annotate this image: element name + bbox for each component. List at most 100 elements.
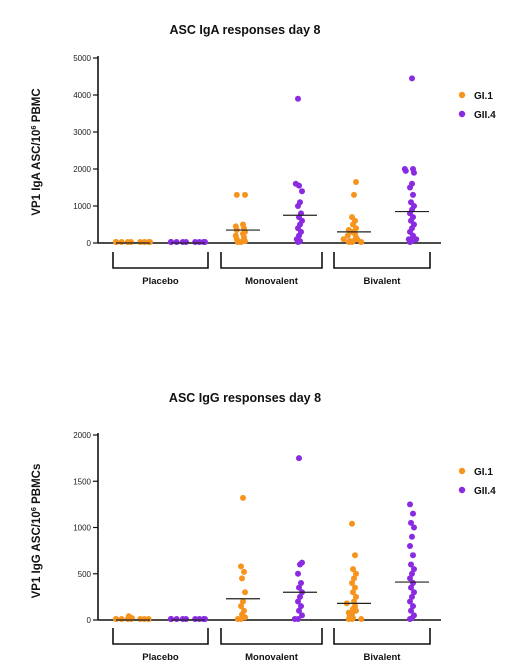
chart-title-igg: ASC IgG responses day 8 [169, 391, 321, 405]
data-point [353, 178, 359, 185]
data-point [353, 570, 359, 577]
data-point [147, 239, 153, 245]
y-axis-label-igg: VP1 IgG ASC/106 PBMCs [29, 464, 43, 599]
group-label: Bivalent [364, 652, 402, 663]
data-point [299, 559, 305, 566]
data-point [408, 519, 414, 526]
data-point [118, 239, 125, 245]
data-point [242, 191, 248, 198]
data-point [345, 609, 352, 616]
data-point [234, 616, 241, 622]
data-point [297, 593, 303, 600]
data-point [411, 524, 417, 531]
y-tick-label: 1000 [73, 202, 91, 211]
y-tick-label: 1000 [73, 524, 91, 533]
data-point [351, 191, 357, 198]
data-point [298, 603, 304, 610]
data-point [298, 580, 304, 586]
data-point [411, 566, 417, 573]
data-point [113, 239, 119, 245]
group-label: Placebo [142, 276, 179, 287]
data-point [238, 603, 244, 610]
legend-marker [458, 486, 466, 494]
data-point [407, 501, 413, 508]
data-point [118, 616, 125, 622]
data-point [410, 603, 416, 610]
data-point [410, 552, 416, 559]
group-bracket [220, 628, 323, 645]
group-bracket [220, 252, 323, 269]
group-bracket [112, 252, 209, 269]
data-point [296, 584, 302, 591]
group-label: Bivalent [364, 276, 402, 287]
data-point [296, 455, 302, 462]
legend-label-gii4-igg: GII.4 [474, 486, 496, 497]
data-point [407, 598, 413, 605]
y-tick-label: 4000 [73, 91, 91, 100]
data-point [350, 566, 356, 573]
plot-area-1: 0 500 1000 1500 2000 Placebo Monovalent Bivalen… [73, 431, 466, 663]
data-point [299, 612, 305, 619]
group-label: Monovalent [245, 276, 299, 287]
data-point [409, 75, 415, 82]
data-point [358, 616, 365, 622]
data-point [351, 575, 357, 582]
chart-panel-iga: ASC IgA responses day 8 VP1 IgA ASC/106 … [29, 23, 496, 216]
legend-label-gi1-igg: GI.1 [474, 467, 493, 478]
data-point [124, 239, 131, 245]
y-tick-label: 500 [78, 570, 92, 579]
data-point [202, 616, 208, 622]
data-point [410, 166, 416, 172]
data-point [239, 575, 245, 582]
data-point [401, 166, 408, 172]
data-point [292, 180, 299, 187]
group-bracket [333, 252, 431, 269]
legend-marker [458, 91, 466, 99]
chart-title-iga: ASC IgA responses day 8 [170, 23, 321, 37]
data-point [238, 563, 244, 570]
data-point [349, 214, 355, 221]
data-point [340, 236, 347, 243]
data-point [352, 603, 358, 610]
data-point [241, 607, 247, 614]
data-point [173, 616, 180, 622]
y-tick-label: 0 [87, 239, 92, 248]
data-point [145, 616, 152, 622]
y-tick-label: 2000 [73, 431, 91, 440]
data-point [295, 598, 301, 605]
data-point [296, 607, 302, 614]
data-point [202, 239, 208, 245]
data-point [409, 180, 415, 187]
legend-label-gii4-iga: GII.4 [474, 110, 496, 121]
plot-area-0: 0 1000 2000 3000 4000 5000 Placebo Monovalent Bi… [73, 54, 466, 287]
data-point [408, 584, 414, 591]
data-point [240, 494, 246, 501]
y-tick-label: 2000 [73, 165, 91, 174]
data-point [168, 239, 174, 245]
data-point [240, 221, 246, 228]
data-point [295, 570, 301, 577]
data-point [125, 613, 132, 620]
data-point [350, 589, 356, 596]
data-point [344, 232, 351, 239]
y-tick-label: 0 [87, 616, 92, 625]
data-point [349, 580, 355, 586]
data-point [409, 570, 415, 577]
data-point [291, 616, 298, 622]
y-axis-label-iga: VP1 IgA ASC/106 PBMC [29, 88, 43, 215]
data-point [410, 510, 416, 517]
group-label: Placebo [142, 652, 179, 663]
chart-panel-igg: ASC IgG responses day 8 VP1 IgG ASC/106 … [29, 391, 496, 598]
legend-label-gi1-iga: GI.1 [474, 91, 493, 102]
data-point [409, 533, 415, 540]
data-point [352, 552, 358, 559]
legend-marker [458, 467, 466, 475]
y-tick-label: 5000 [73, 54, 91, 63]
data-point [299, 188, 305, 195]
data-point [408, 561, 414, 568]
data-point [179, 616, 186, 622]
group-bracket [333, 628, 431, 645]
data-point [411, 589, 417, 596]
y-tick-label: 3000 [73, 128, 91, 137]
